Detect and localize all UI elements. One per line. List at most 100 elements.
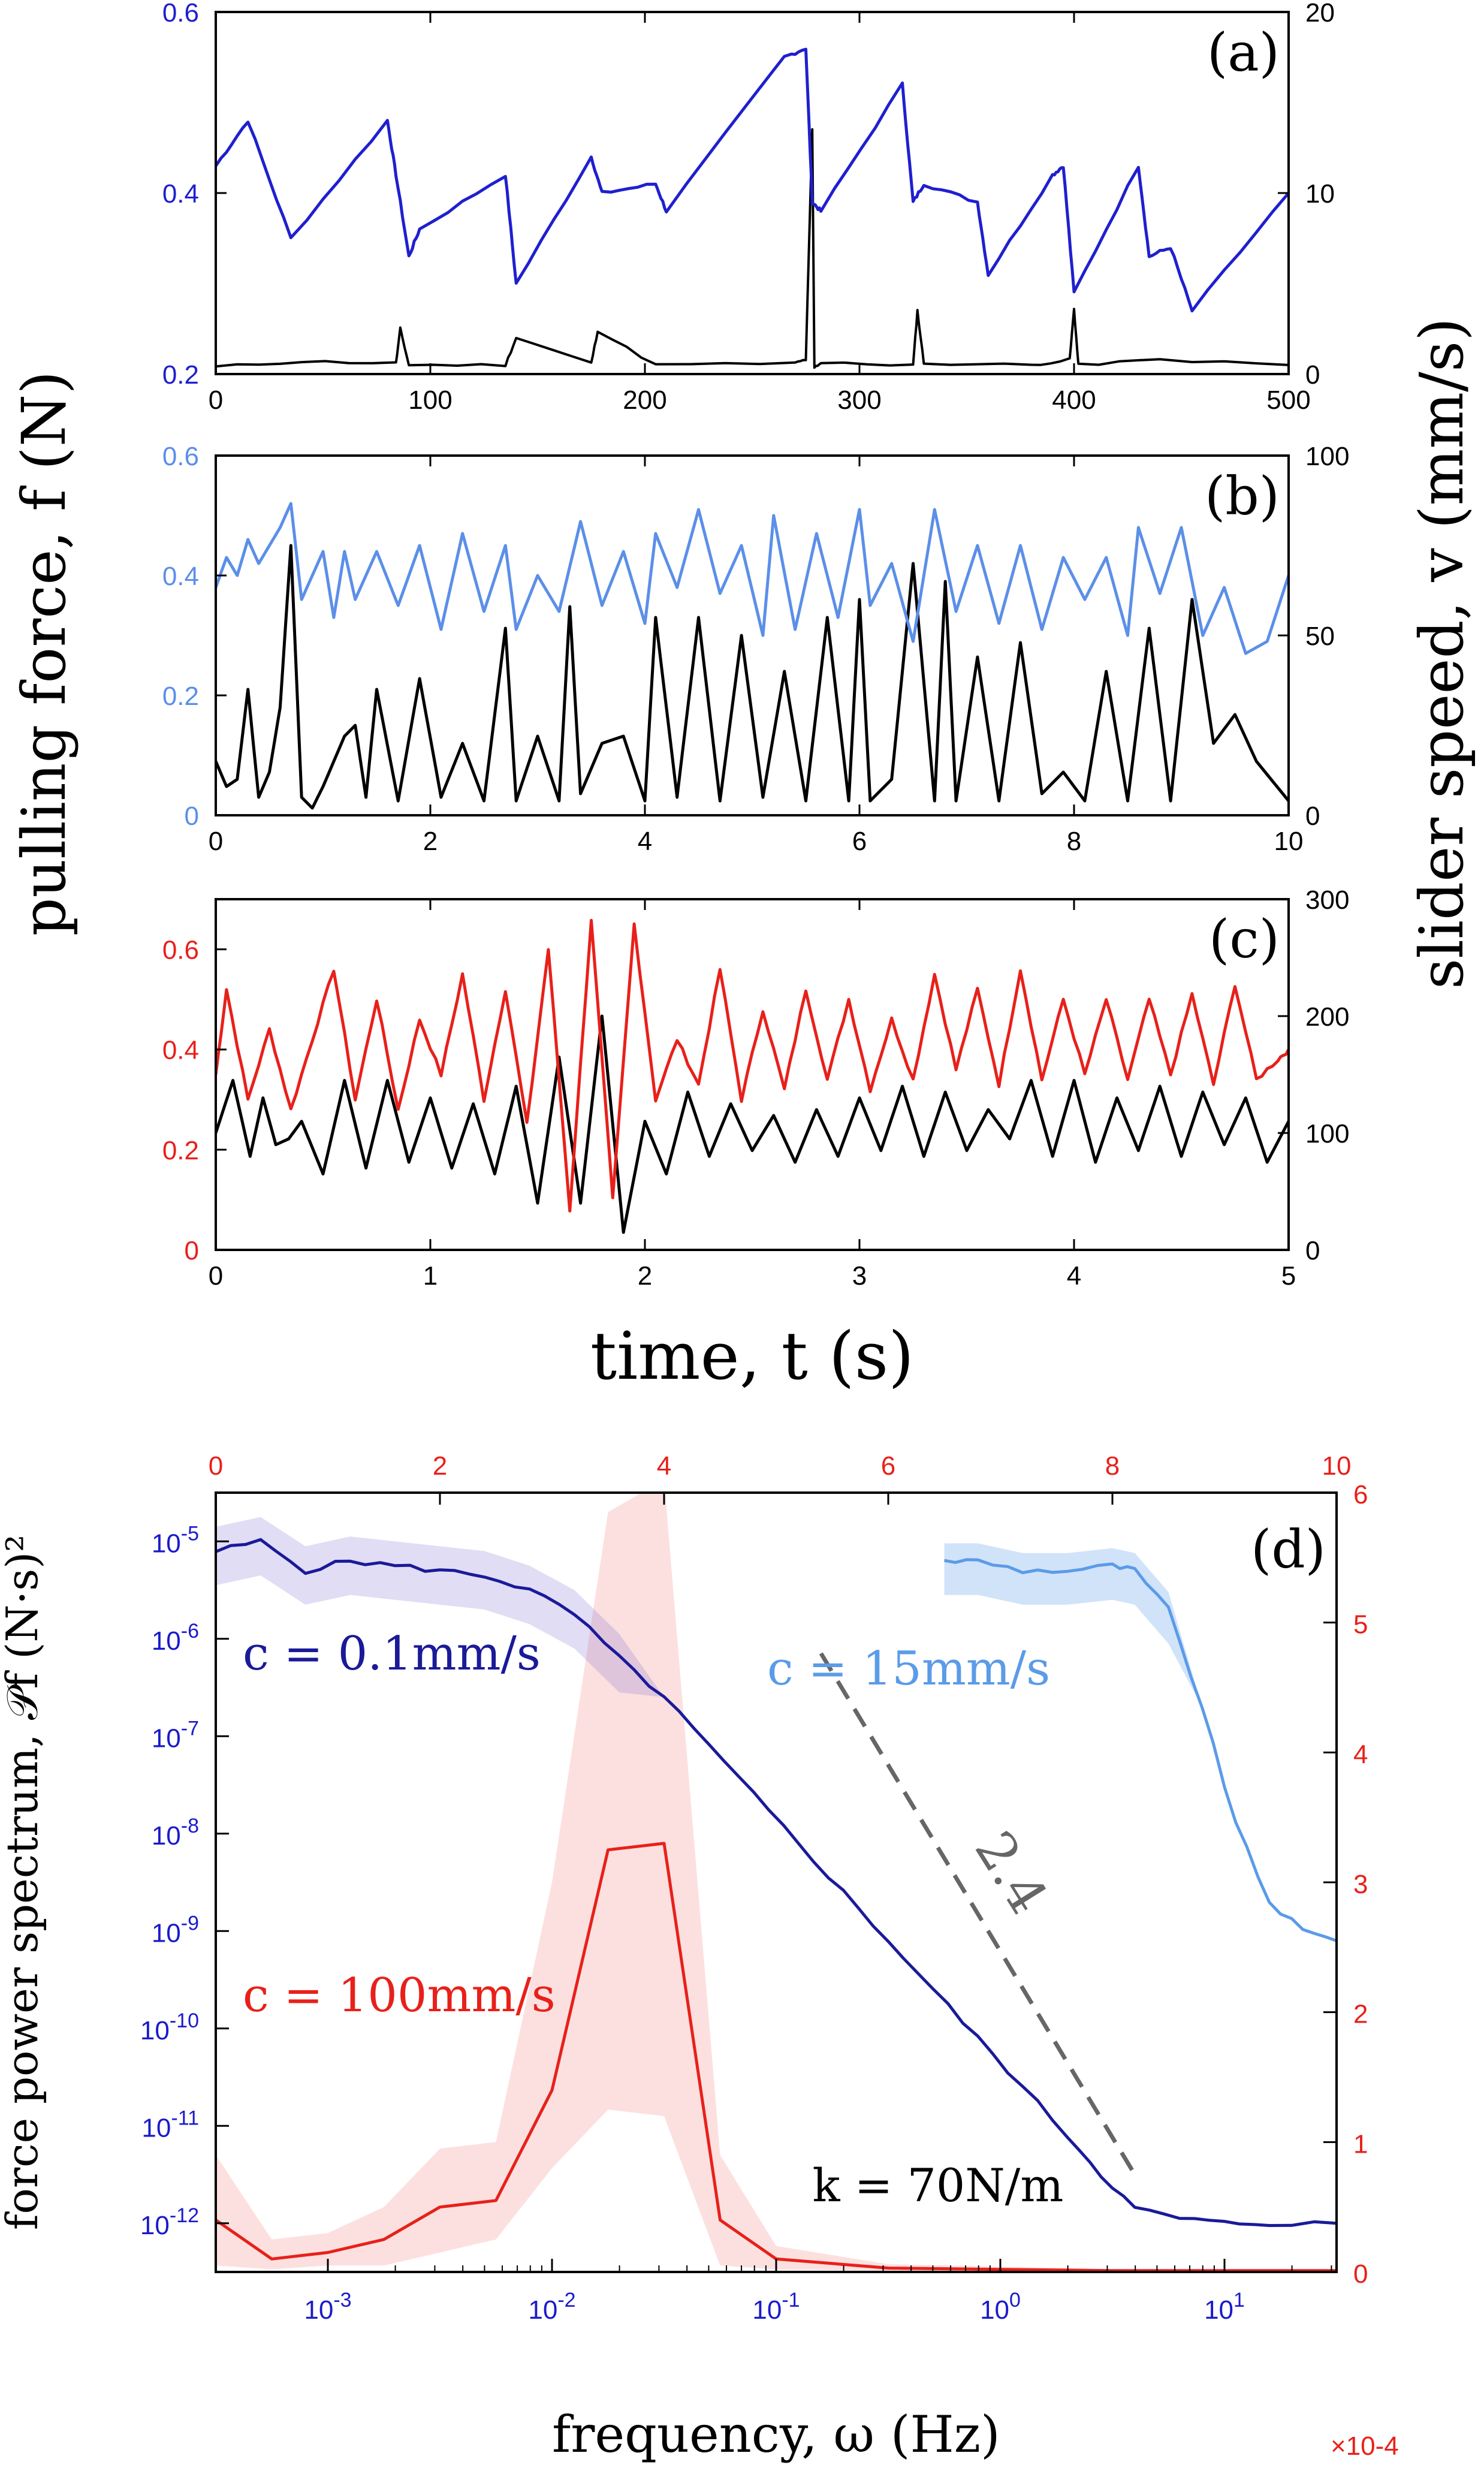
panel-c-ytick-right-label: 0 — [1305, 1236, 1320, 1265]
panel-a-ytick-right-label: 0 — [1305, 360, 1320, 390]
panel-a-force-series — [216, 47, 1289, 313]
panel-d-ytick-right-label: 1 — [1353, 2129, 1368, 2159]
panel-d-xtick-top-label: 2 — [433, 1451, 447, 1481]
panel-a-ytick-right-label: 20 — [1305, 0, 1335, 28]
panel-d-xtick-label: 10-3 — [304, 2289, 351, 2325]
panel-d-ytick-right-label: 3 — [1353, 1870, 1368, 1899]
panel-a-speed-series — [216, 128, 1289, 369]
panel-b-panel-tag: (b) — [0, 0, 32, 6]
shared-ylabel-right: slider speed, v (mm/s) — [1407, 318, 1477, 989]
panel-d-xlabel: frequency, ω (Hz) — [552, 2405, 1000, 2464]
shared-ylabel-left: pulling force, f (N) — [9, 371, 79, 936]
panel-d-fast-band — [944, 1543, 1337, 1941]
panel-d-xtick-top-label: 8 — [1105, 1451, 1120, 1481]
panel-b-ytick-right-label: 0 — [1305, 801, 1320, 831]
panel-d-slope-line — [819, 1652, 1137, 2176]
panel-d-ytick-left-label: 10-10 — [140, 2009, 199, 2045]
panel-d-xtick-top-label: 6 — [881, 1451, 895, 1481]
panel-a: 0 100 200 300 400 500 0.2 0.4 0.6 0 10 20 (a) (a) — [0, 0, 1335, 415]
panel-c-ytick-right-label: 200 — [1305, 1002, 1349, 1032]
panel-d-ytick-right-label: 2 — [1353, 2000, 1368, 2029]
panel-d-ytick-left-label: 10-7 — [152, 1717, 199, 1753]
panel-d-red-series — [216, 1842, 1337, 2272]
panel-d-legend-red: c = 100mm/s — [243, 1969, 556, 2023]
panel-c-ytick-left-label: 0 — [185, 1236, 199, 1265]
panel-d-xtick-label: 101 — [1204, 2289, 1245, 2325]
panel-a-panel-tag: (a) — [0, 0, 32, 6]
panel-d-panel-tag: (d) — [0, 0, 32, 6]
panel-b-force-series — [216, 502, 1289, 655]
panel-c-xtick-label: 3 — [852, 1261, 867, 1291]
panel-b-ytick-right-label: 100 — [1305, 442, 1349, 471]
panel-d-k-label: k = 70N/m — [813, 2159, 1064, 2212]
panel-a-xtick-label: 400 — [1052, 385, 1096, 415]
panel-b-label: (b) — [1205, 465, 1280, 527]
panel-d-xtick-top-label: 0 — [209, 1451, 223, 1481]
panel-b-xtick-label: 10 — [1274, 827, 1304, 856]
shared-xlabel: time, t (s) — [590, 1318, 914, 1394]
panel-d-legend-slow: c = 0.1mm/s — [243, 1627, 541, 1681]
panel-a-label: (a) — [1207, 22, 1280, 83]
panel-d-fast-series — [944, 1558, 1337, 1942]
panel-c-label: (c) — [1209, 908, 1280, 970]
panel-d-slope-label: 2.4 — [963, 1821, 1060, 1924]
panel-c-xtick-label: 0 — [209, 1261, 223, 1291]
panel-c-ytick-left-label: 0.4 — [162, 1036, 199, 1065]
panel-d-xtick-label: 10-2 — [528, 2289, 575, 2325]
panel-d-ytick-left-label: 10-11 — [141, 2107, 199, 2142]
panel-b-xtick-label: 0 — [209, 827, 223, 856]
panel-d-xtick-top-label: 4 — [657, 1451, 671, 1481]
panel-d-ytick-right-label: 6 — [1353, 1480, 1368, 1509]
panel-d-slow-band — [216, 1517, 1337, 2223]
panel-b-xtick-label: 4 — [638, 827, 652, 856]
panel-d-ytick-right-label: 0 — [1353, 2259, 1368, 2289]
panel-a-xtick-label: 200 — [623, 385, 666, 415]
panel-a-xtick-label: 300 — [837, 385, 881, 415]
panel-d-ytick-left-label: 10-12 — [140, 2204, 199, 2240]
panel-a-ytick-left-label: 0.2 — [162, 360, 199, 390]
panel-d-xtick-label: 10-1 — [752, 2289, 800, 2325]
panel-b-speed-series — [216, 544, 1289, 810]
panel-a-xtick-label: 500 — [1266, 385, 1310, 415]
panel-c-ytick-right-label: 100 — [1305, 1119, 1349, 1149]
panel-d-ytick-left-label: 10-6 — [152, 1620, 199, 1656]
panel-d-top-multiplier: ×10-4 — [1331, 2431, 1399, 2461]
panel-c-ytick-left-label: 0.2 — [162, 1136, 199, 1165]
panel-b-ytick-right-label: 50 — [1305, 622, 1335, 651]
panel-c-ytick-right-label: 300 — [1305, 885, 1349, 915]
panel-c-xtick-label: 5 — [1281, 1261, 1296, 1291]
panel-b-ytick-left-label: 0.6 — [162, 442, 199, 471]
panel-c-xtick-label: 1 — [423, 1261, 438, 1291]
panel-b-xtick-label: 6 — [852, 827, 867, 856]
panel-c-xtick-label: 4 — [1067, 1261, 1081, 1291]
panel-d-ytick-right-label: 5 — [1353, 1610, 1368, 1640]
panel-a-ytick-left-label: 0.4 — [162, 179, 199, 209]
panel-b-xtick-label: 8 — [1067, 827, 1081, 856]
panel-b-ytick-left-label: 0 — [185, 801, 199, 831]
panel-c-frame — [215, 898, 1290, 1251]
panel-d-label: (d) — [1251, 1518, 1326, 1580]
panel-c-ytick-left-label: 0.6 — [162, 936, 199, 965]
panel-d-ytick-left-label: 10-5 — [152, 1522, 199, 1558]
panel-d-ytick-right-label: 4 — [1353, 1740, 1368, 1769]
panel-d-ytick-left-label: 10-8 — [152, 1815, 199, 1851]
panel-a-ytick-right-label: 10 — [1305, 179, 1335, 209]
panel-b-xtick-label: 2 — [423, 827, 438, 856]
panel-d: 2.4 k = 70N/m c = 0.1mm/s c = 15mm/s c = 100… — [0, 0, 1399, 2464]
panel-d-legend-fast: c = 15mm/s — [767, 1642, 1050, 1696]
panel-d-xtick-top-label: 10 — [1322, 1451, 1352, 1481]
panel-c-speed-series — [216, 1014, 1289, 1234]
panel-a-ytick-left-label: 0.6 — [162, 0, 199, 28]
panel-b-ytick-left-label: 0.4 — [162, 562, 199, 591]
panel-d-ytick-left-label: 10-9 — [152, 1912, 199, 1948]
panel-a-xtick-label: 100 — [408, 385, 452, 415]
panel-d-xtick-label: 100 — [980, 2289, 1021, 2325]
panel-c-panel-tag: (c) — [0, 0, 31, 6]
panel-c-xtick-label: 2 — [638, 1261, 652, 1291]
panel-c-force-series — [216, 918, 1289, 1213]
panel-d-ylabel: force power spectrum, 𝒫f (N·s)² — [0, 1535, 47, 2230]
panel-b-ytick-left-label: 0.2 — [162, 682, 199, 711]
